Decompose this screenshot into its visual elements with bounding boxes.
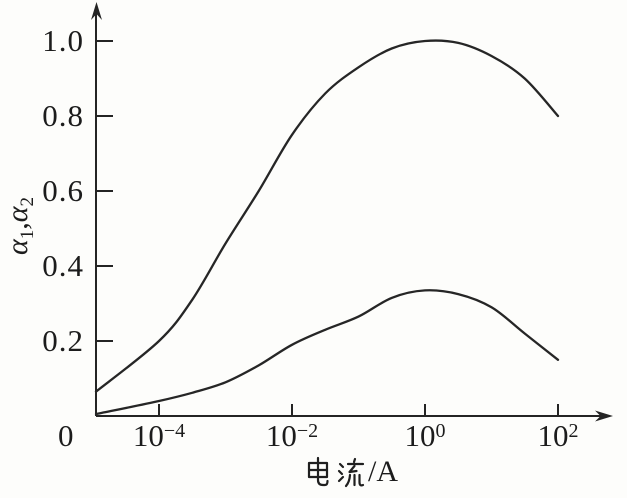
- x-tick-exponent: 2: [568, 420, 579, 442]
- xlabel-cjk-glyphs-dianliu: [307, 456, 365, 488]
- x-tick-base: 10: [404, 418, 436, 453]
- x-origin-label: 0: [58, 418, 74, 453]
- curve-alpha2-lower-curve: [94, 289, 560, 416]
- x-tick-exponent: −4: [163, 420, 186, 442]
- alpha1-subscript: 1: [17, 229, 38, 240]
- curve-alpha1-upper-curve: [94, 39, 560, 393]
- x-tick-label: 100: [405, 420, 446, 452]
- x-axis-unit: /A: [368, 455, 398, 488]
- alpha2-symbol: α: [1, 206, 34, 223]
- x-tick-base: 10: [265, 418, 297, 453]
- x-tick-label: 10−4: [133, 420, 185, 452]
- x-tick-base: 10: [132, 418, 164, 453]
- y-tick-label: 0.2: [42, 323, 84, 358]
- alpha1-symbol: α: [1, 239, 34, 255]
- x-tick-label: 102: [538, 420, 579, 452]
- y-tick-label: 0.4: [42, 248, 84, 283]
- y-axis-arrow-icon: [91, 2, 102, 20]
- x-tick-label: 10−2: [266, 420, 318, 452]
- x-tick-exponent: −2: [296, 420, 319, 442]
- x-axis-label: 电流/A /A: [305, 455, 398, 489]
- y-tick-label: 0.6: [42, 173, 84, 208]
- data-curves: [94, 39, 560, 416]
- x-tick-base: 10: [537, 418, 569, 453]
- ylabel-comma: ,: [1, 222, 34, 230]
- y-tick-label: 1.0: [42, 23, 84, 58]
- x-tick-exponent: 0: [435, 420, 446, 442]
- y-axis-label: α1,α2: [1, 141, 38, 311]
- y-tick-label: 0.8: [42, 98, 84, 133]
- x-axis-arrow-icon: [595, 410, 613, 422]
- axis-ticks: [96, 40, 559, 416]
- alpha2-subscript: 2: [17, 197, 38, 207]
